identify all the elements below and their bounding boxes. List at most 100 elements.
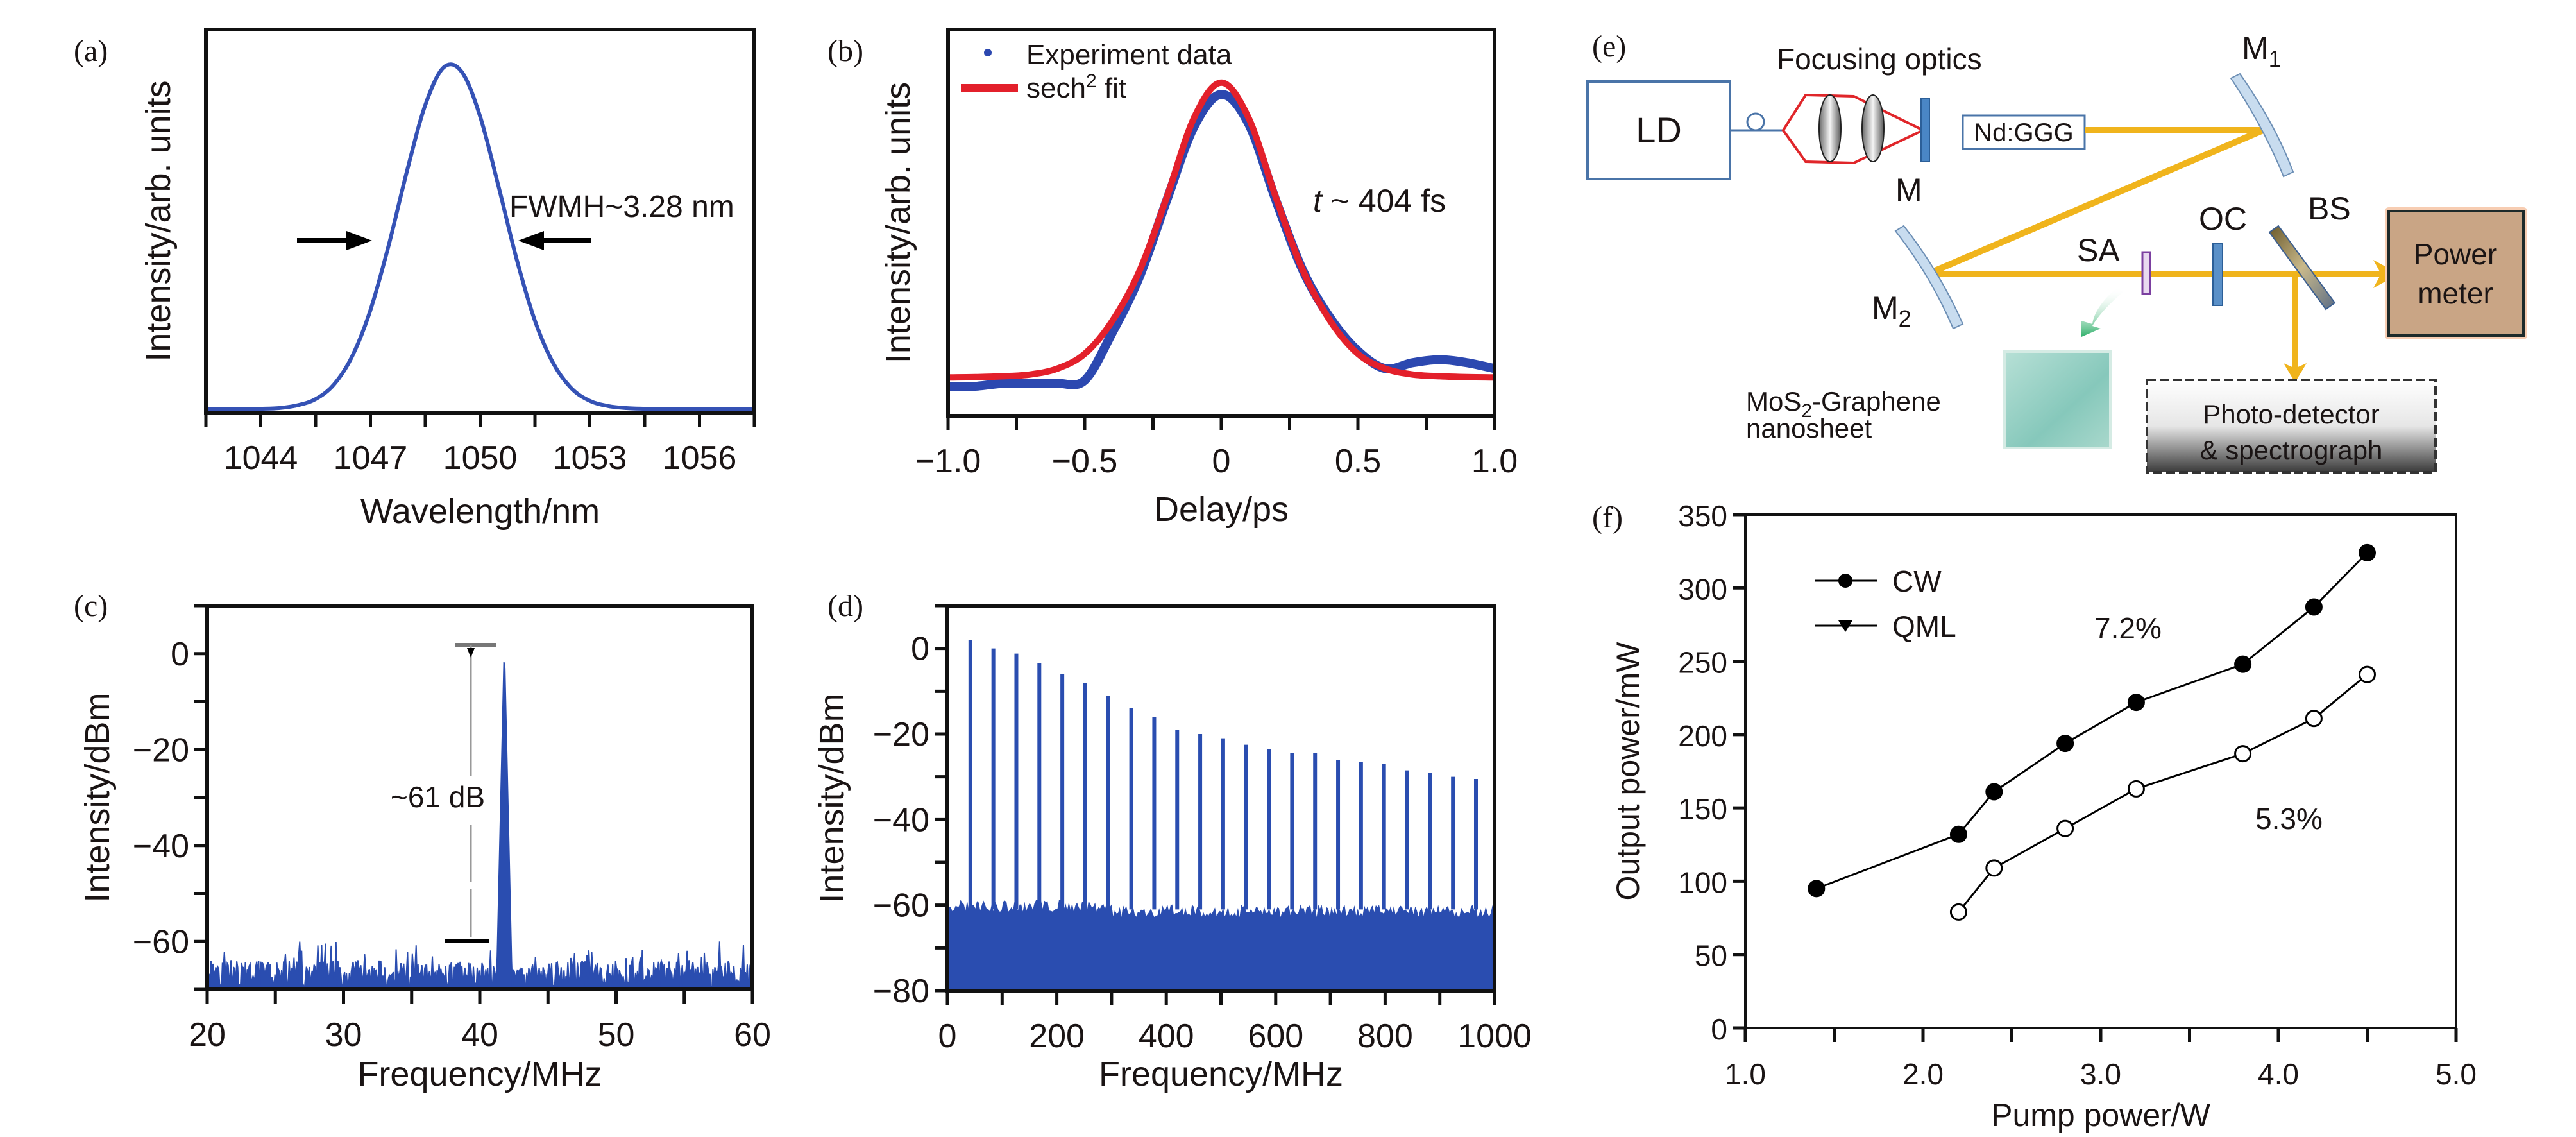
power-meter-label-2: meter <box>2418 277 2493 310</box>
saturable-absorber-label: SA <box>2077 232 2120 268</box>
cw-point <box>2056 735 2074 753</box>
chart-f: (f) CW QML 7.2% 5.3% 1.0 2.0 3.0 4.0 5.0 0 50 100 150… <box>1592 499 2477 1133</box>
cw-point <box>1808 880 1826 898</box>
y-tick-label: 250 <box>1678 646 1727 680</box>
panel-label-b: (b) <box>827 34 863 68</box>
qml-slope-annotation: 5.3% <box>2255 802 2323 835</box>
mirror-m1-subscript: 1 <box>2269 46 2282 72</box>
mirror-m1 <box>2230 73 2294 178</box>
y-tick-label: 150 <box>1678 792 1727 826</box>
lens-icon <box>1861 94 1885 162</box>
x-axis-label: Pump power/W <box>1991 1097 2211 1133</box>
cw-point <box>2127 694 2145 712</box>
qml-point <box>2127 780 2145 798</box>
laser-beam <box>1926 127 2399 382</box>
beam-arrowhead-icon <box>2284 363 2307 382</box>
y-tick-label: 200 <box>1678 719 1727 753</box>
y-tick-label: 50 <box>1695 939 1727 973</box>
green-arrow-icon <box>2081 287 2123 337</box>
panel-label-e: (e) <box>1592 30 1626 64</box>
y-tick-label: −40 <box>873 801 929 839</box>
power-meter-box <box>2387 210 2525 337</box>
x-tick-label: 20 <box>189 1016 226 1054</box>
y-axis-label: Intensity/dBm <box>813 693 851 903</box>
arrowhead-left-icon <box>518 231 544 250</box>
x-tick-label: 4.0 <box>2258 1057 2299 1091</box>
cw-slope-annotation: 7.2% <box>2094 611 2162 645</box>
y-tick-label: 0 <box>1711 1013 1727 1046</box>
cw-point <box>2234 655 2252 673</box>
y-tick-label: −60 <box>873 887 929 925</box>
arrowhead-right-icon <box>346 231 372 250</box>
y-tick-label: 0 <box>171 636 189 673</box>
legend-marker-experiment <box>984 49 992 56</box>
cw-point <box>2359 543 2376 561</box>
y-axis-label: Output power/mW <box>1610 642 1646 901</box>
chart-d: (d) 0 200 400 600 800 1000 0 −20 −40 −60 −80 Frequen… <box>813 589 1532 1093</box>
fiber-loop-icon <box>1746 112 1765 132</box>
lens-icon <box>1818 94 1842 162</box>
cw-point <box>1949 825 1967 843</box>
x-tick-label: 1047 <box>334 440 408 477</box>
qml-point <box>2359 665 2376 683</box>
sample-label-subscript: 2 <box>1801 400 1812 422</box>
y-axis-label: Intensity/arb. units <box>139 80 178 361</box>
photodetector-label-1: Photo-detector <box>2203 399 2380 429</box>
y-axis-label: Intensity/dBm <box>78 692 117 902</box>
x-tick-label: 1.0 <box>1725 1057 1766 1091</box>
panel-label-f: (f) <box>1592 500 1623 534</box>
x-tick-label: 1053 <box>553 440 627 477</box>
y-tick-label: −20 <box>873 716 929 753</box>
experiment-data-series <box>947 90 1496 391</box>
mirror-m1-label: M1 <box>2242 30 2282 72</box>
panel-label-a: (a) <box>74 34 108 68</box>
output-coupler <box>2212 243 2223 306</box>
x-tick-label: 40 <box>461 1016 498 1054</box>
x-axis-label: Frequency/MHz <box>357 1055 602 1093</box>
chart-c: (c) ~61 dB 20 30 40 50 60 0 −20 −40 −60 Frequency/M… <box>74 589 771 1093</box>
input-mirror-m <box>1920 98 1930 162</box>
qml-line <box>1958 673 2368 913</box>
snr-annotation: ~61 dB <box>391 780 485 814</box>
legend-marker-qml <box>1838 620 1852 632</box>
x-tick-label: −1.0 <box>915 443 981 480</box>
saturable-absorber <box>2141 251 2151 295</box>
y-tick-label: 100 <box>1678 866 1727 899</box>
mirror-m1-text: M <box>2242 30 2269 66</box>
y-tick-label: −80 <box>873 973 929 1010</box>
mirror-m2-label: M2 <box>1872 290 1911 332</box>
pulse-width-value: ~ 404 fs <box>1322 183 1446 219</box>
legend-label-experiment: Experiment data <box>1026 39 1232 71</box>
beam-splitter-label: BS <box>2308 191 2351 227</box>
x-tick-label: 2.0 <box>1902 1057 1944 1091</box>
y-tick-label: 300 <box>1678 572 1727 606</box>
fwhm-annotation: FWMH~3.28 nm <box>509 190 734 224</box>
plot-frame <box>1744 513 2457 1029</box>
sample-label-text: MoS <box>1746 386 1801 416</box>
x-tick-label: 200 <box>1029 1018 1085 1055</box>
x-tick-label: 0.5 <box>1335 443 1381 480</box>
x-axis-label: Wavelength/nm <box>360 492 600 531</box>
mirror-m2-text: M <box>1872 290 1899 326</box>
legend-label-qml: QML <box>1892 610 1956 643</box>
qml-point <box>1985 859 2003 877</box>
pulse-width-annotation: t ~ 404 fs <box>1313 183 1446 219</box>
x-tick-label: 50 <box>598 1016 635 1054</box>
output-coupler-label: OC <box>2199 201 2247 237</box>
x-tick-label: 1050 <box>443 440 518 477</box>
sample-label-2: nanosheet <box>1746 413 1872 443</box>
legend-fit-superscript: 2 <box>1086 71 1097 92</box>
x-axis-label: Frequency/MHz <box>1099 1055 1343 1093</box>
pulse-width-symbol: t <box>1313 183 1323 219</box>
photodetector-box <box>2146 379 2437 474</box>
photodetector-label-2: & spectrograph <box>2200 435 2383 465</box>
rf-spectrum-series <box>207 662 754 991</box>
spectrum-line <box>206 62 754 411</box>
legend-fit-suffix: fit <box>1097 73 1126 104</box>
x-axis-label: Delay/ps <box>1154 490 1289 529</box>
mirror-m2-subscript: 2 <box>1899 305 1911 332</box>
beam-splitter <box>2268 225 2336 311</box>
